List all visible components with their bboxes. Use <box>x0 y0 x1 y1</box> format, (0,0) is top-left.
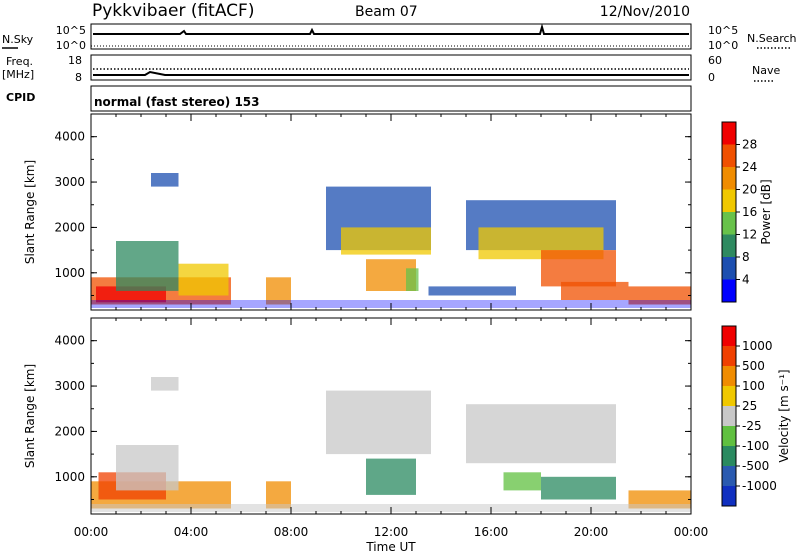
x-axis-label: Time UT <box>365 540 416 554</box>
power-region-13 <box>561 281 629 300</box>
velocity-colorbar-tick-5: -100 <box>742 439 769 453</box>
power-colorbar-tick-4: 12 <box>742 228 757 242</box>
velocity-colorbar-tick-6: -500 <box>742 459 769 473</box>
cpid-text: normal (fast stereo) 153 <box>94 95 260 109</box>
velocity-colorbar-swatch-5 <box>722 386 736 406</box>
x-tick-label-1: 04:00 <box>174 525 209 539</box>
freq-tick-top: 18 <box>68 54 82 67</box>
velocity-colorbar-tick-7: -1000 <box>742 479 777 493</box>
power-ylabel: Slant Range [km] <box>23 160 37 264</box>
velocity-ytick-3: 4000 <box>54 334 85 348</box>
freq-unit: [MHz] <box>2 68 34 81</box>
power-colorbar-swatch-7 <box>722 122 736 145</box>
velocity-colorbar-swatch-6 <box>722 366 736 386</box>
power-colorbar-tick-6: 4 <box>742 273 750 287</box>
velocity-ytick-2: 3000 <box>54 379 85 393</box>
velocity-region-9 <box>503 472 541 491</box>
velocity-colorbar-tick-0: 1000 <box>742 339 773 353</box>
nsearch-tick-top: 10^5 <box>708 24 738 37</box>
velocity-ytick-0: 1000 <box>54 470 85 484</box>
power-colorbar-swatch-2 <box>722 234 736 257</box>
power-region-9 <box>406 268 419 291</box>
velocity-region-3 <box>151 377 179 391</box>
power-colorbar-tick-0: 28 <box>742 138 757 152</box>
freq-trace <box>93 70 689 76</box>
beam-title: Beam 07 <box>355 4 418 20</box>
nsky-trace <box>93 23 689 35</box>
power-colorbar-swatch-5 <box>722 167 736 190</box>
power-region-5 <box>151 173 179 187</box>
cpid-panel <box>90 85 692 112</box>
velocity-region-2 <box>116 445 179 491</box>
velocity-region-10 <box>628 490 691 509</box>
velocity-colorbar-swatch-8 <box>722 326 736 346</box>
velocity-colorbar-label: Velocity [m s⁻¹] <box>777 369 791 462</box>
nsearch-tick-bottom: 10^0 <box>708 39 738 52</box>
power-colorbar-swatch-4 <box>722 189 736 212</box>
velocity-colorbar-tick-1: 500 <box>742 359 765 373</box>
velocity-region-4 <box>266 481 291 509</box>
velocity-colorbar-swatch-2 <box>722 446 736 466</box>
power-ytick-0: 1000 <box>54 266 85 280</box>
power-colorbar-tick-1: 24 <box>742 160 757 174</box>
power-region-12 <box>541 250 616 287</box>
velocity-colorbar-swatch-7 <box>722 346 736 366</box>
velocity-colorbar-swatch-0 <box>722 486 736 506</box>
velocity-colorbar-swatch-4 <box>722 406 736 426</box>
power-colorbar-swatch-1 <box>722 257 736 280</box>
power-colorbar-tick-5: 8 <box>742 250 750 264</box>
nsky-panel <box>90 23 692 50</box>
velocity-region-5 <box>326 390 431 455</box>
cpid-label: CPID <box>6 91 35 104</box>
x-tick-label-4: 16:00 <box>474 525 509 539</box>
power-colorbar-swatch-0 <box>722 279 736 302</box>
power-colorbar-swatch-3 <box>722 212 736 235</box>
freq-tick-bottom: 8 <box>75 71 82 84</box>
nave-tick-bottom: 0 <box>708 71 715 84</box>
nave-label: Nave <box>752 64 780 77</box>
date-title: 12/Nov/2010 <box>600 4 690 20</box>
power-region-14 <box>428 286 516 296</box>
velocity-region-6 <box>366 458 416 495</box>
station-title: Pykkvibaer (fitACF) <box>92 1 254 21</box>
power-region-2 <box>116 241 179 291</box>
velocity-panel: 1000 2000 3000 4000 Slant Range [km] 1000 50… <box>23 317 791 515</box>
velocity-colorbar-tick-3: 25 <box>742 399 757 413</box>
power-region-3 <box>178 263 229 296</box>
velocity-ylabel: Slant Range [km] <box>23 364 37 468</box>
power-ytick-3: 4000 <box>54 130 85 144</box>
velocity-region-8 <box>541 476 616 500</box>
nave-tick-top: 60 <box>708 54 722 67</box>
nsky-tick-bottom: 10^0 <box>56 39 86 52</box>
nsearch-label: N.Search <box>747 32 797 45</box>
velocity-ytick-1: 2000 <box>54 424 85 438</box>
power-ytick-2: 3000 <box>54 175 85 189</box>
x-tick-label-5: 20:00 <box>574 525 609 539</box>
power-colorbar-tick-2: 20 <box>742 183 757 197</box>
velocity-colorbar-swatch-3 <box>722 426 736 446</box>
power-ytick-1: 2000 <box>54 220 85 234</box>
power-panel: 1000 2000 3000 4000 Slant Range [km] 28 24 20… <box>23 113 773 311</box>
velocity-colorbar-swatch-1 <box>722 466 736 486</box>
power-colorbar-swatch-6 <box>722 144 736 167</box>
nsky-label: N.Sky <box>2 33 34 46</box>
x-tick-label-2: 08:00 <box>274 525 309 539</box>
power-region-4 <box>266 277 291 305</box>
velocity-region-7 <box>466 404 616 464</box>
x-tick-label-3: 12:00 <box>374 525 409 539</box>
x-tick-label-6: 00:00 <box>674 525 709 539</box>
power-colorbar-label: Power [dB] <box>759 179 773 244</box>
nsky-tick-top: 10^5 <box>56 24 86 37</box>
freq-panel <box>90 54 692 81</box>
freq-label: Freq. <box>6 55 33 68</box>
x-tick-label-0: 00:00 <box>74 525 109 539</box>
power-region-7 <box>341 227 431 255</box>
velocity-colorbar-tick-4: -25 <box>742 419 762 433</box>
power-colorbar-tick-3: 16 <box>742 205 757 219</box>
power-region-15 <box>628 286 691 305</box>
velocity-colorbar-tick-2: 100 <box>742 379 765 393</box>
